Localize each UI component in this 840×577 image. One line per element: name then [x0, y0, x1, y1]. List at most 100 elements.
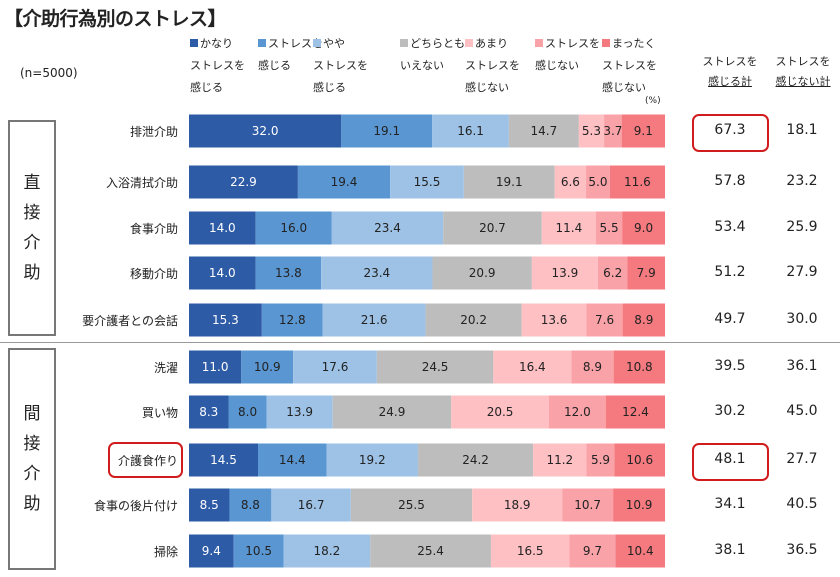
legend-line: どちらとも	[400, 33, 472, 55]
bar-value-label: 13.9	[552, 266, 579, 280]
legend-text: ストレスを	[602, 59, 657, 72]
stress-total: 34.1	[714, 496, 746, 512]
legend-line: ストレスを	[258, 33, 330, 55]
bar-segment	[417, 443, 534, 477]
bar-value-label: 8.0	[238, 405, 257, 419]
bar-value-label: 32.0	[252, 124, 279, 138]
bar-value-label: 24.5	[422, 360, 449, 374]
bar-segment	[613, 488, 665, 522]
bar-segment	[271, 488, 351, 522]
bar-segment	[622, 211, 665, 245]
no-stress-total: 36.5	[786, 542, 818, 558]
legend-line: やや	[313, 33, 385, 55]
no-stress-total: 36.1	[786, 358, 818, 374]
stress-total: 30.2	[714, 403, 746, 419]
bar-value-label: 11.4	[555, 221, 582, 235]
stress-total: 49.7	[714, 311, 746, 327]
bar-value-label: 25.4	[417, 544, 444, 558]
bar-segment	[615, 534, 665, 568]
bar-segment	[490, 534, 570, 568]
legend-swatch	[258, 39, 266, 47]
bar-value-label: 10.5	[245, 544, 272, 558]
bar-segment	[493, 350, 572, 384]
bar-segment	[255, 211, 332, 245]
legend-text: どちらとも	[410, 37, 465, 50]
bar-segment	[189, 165, 298, 199]
stress-total-header: ストレスを 感じる計	[695, 52, 765, 92]
bar-segment	[326, 443, 418, 477]
bar-value-label: 18.9	[504, 498, 531, 512]
bar-value-label: 11.6	[624, 175, 651, 189]
bar-segment	[341, 114, 433, 148]
no-stress-total: 45.0	[786, 403, 818, 419]
legend-text: 感じる	[258, 59, 291, 72]
bar-segment	[571, 350, 614, 384]
legend-text: いえない	[400, 59, 444, 72]
bar-segment	[443, 211, 542, 245]
legend-item: まったく ストレスを 感じない	[602, 33, 674, 99]
bar-segment	[255, 256, 322, 290]
legend-swatch	[400, 39, 408, 47]
bar-segment	[586, 303, 623, 337]
legend-text: ストレスを	[313, 59, 368, 72]
group-char: 接	[23, 203, 41, 223]
bar-value-label: 5.5	[600, 221, 619, 235]
legend-line: かなり	[190, 33, 262, 55]
legend-text: ストレスを	[465, 59, 520, 72]
bar-value-label: 13.6	[541, 313, 568, 327]
bar-segment	[604, 114, 622, 148]
legend-swatch	[465, 39, 473, 47]
bar-segment	[562, 488, 614, 522]
bar-segment	[189, 534, 234, 568]
bar-value-label: 24.9	[379, 405, 406, 419]
bar-value-label: 16.7	[298, 498, 325, 512]
legend-text: 感じない	[602, 81, 646, 94]
bar-segment	[241, 350, 294, 384]
legend-swatch	[313, 39, 321, 47]
bar-segment	[332, 395, 452, 429]
legend-text: まったく	[612, 37, 656, 50]
bar-segment	[229, 488, 272, 522]
legend-text: 感じる	[190, 81, 223, 94]
legend-item: やや ストレスを 感じる	[313, 33, 385, 99]
bar-segment	[376, 350, 494, 384]
bar-value-label: 13.8	[275, 266, 302, 280]
highlight-box	[108, 442, 183, 478]
bar-segment	[463, 165, 555, 199]
bar-segment	[233, 534, 284, 568]
bar-value-label: 9.1	[634, 124, 653, 138]
bar-value-label: 12.8	[279, 313, 306, 327]
bar-value-label: 10.9	[626, 498, 653, 512]
bar-segment	[189, 211, 256, 245]
stress-total: 51.2	[714, 264, 746, 280]
highlight-box	[692, 443, 769, 481]
legend-swatch	[602, 39, 610, 47]
row-label: 洗濯	[153, 361, 178, 375]
no-stress-total: 25.9	[786, 219, 818, 235]
bar-segment	[228, 395, 267, 429]
bar-value-label: 14.4	[279, 453, 306, 467]
bar-value-label: 24.2	[462, 453, 489, 467]
bar-segment	[261, 303, 323, 337]
legend-item: どちらとも いえない	[400, 33, 472, 77]
bar-value-label: 16.1	[457, 124, 484, 138]
group-char: 直	[23, 173, 41, 193]
row-label: 掃除	[153, 545, 178, 559]
bar-value-label: 5.3	[582, 124, 601, 138]
bar-value-label: 12.0	[564, 405, 591, 419]
bar-value-label: 10.9	[254, 360, 281, 374]
row-label: 食事の後片付け	[93, 499, 178, 513]
bar-value-label: 23.4	[374, 221, 401, 235]
stress-total: 48.1	[714, 451, 746, 467]
bar-segment	[521, 303, 587, 337]
bar-segment	[605, 395, 665, 429]
bar-value-label: 7.9	[637, 266, 656, 280]
bar-segment	[614, 443, 665, 477]
bar-segment	[569, 534, 616, 568]
bar-value-label: 5.0	[588, 175, 607, 189]
row-label: 食事介助	[129, 222, 178, 236]
row-label: 入浴清拭介助	[105, 176, 178, 190]
highlight-box	[692, 114, 769, 152]
bar-value-label: 11.0	[202, 360, 229, 374]
bar-value-label: 14.0	[209, 221, 236, 235]
